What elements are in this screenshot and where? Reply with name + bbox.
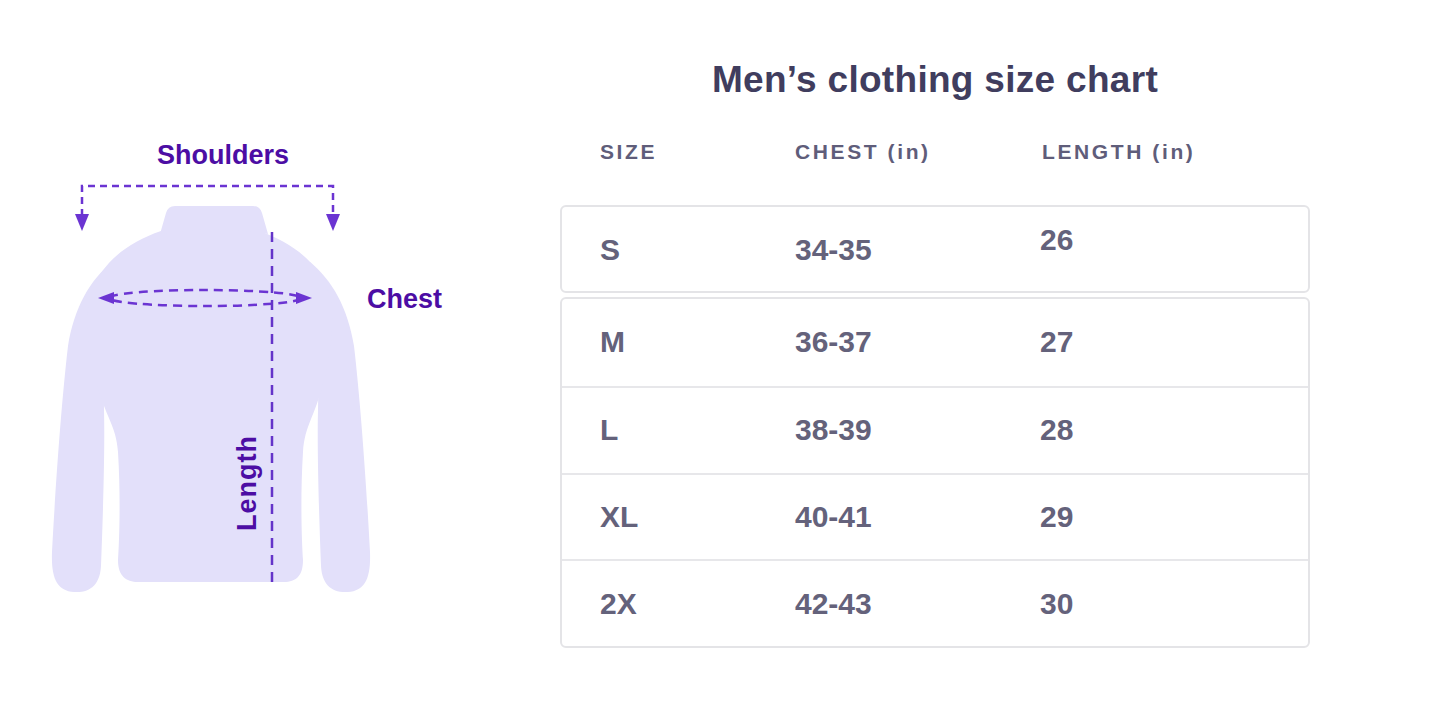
shirt-body <box>88 225 333 582</box>
shirt-silhouette <box>52 206 370 592</box>
size-cell: XL <box>600 475 638 560</box>
size-cell: S <box>600 207 620 293</box>
table-row: L 38-39 28 <box>562 386 1308 473</box>
shoulder-arrow-left-icon <box>75 214 89 231</box>
table-row-group-first: S 34-35 26 <box>560 205 1310 293</box>
size-cell: L <box>600 388 618 473</box>
shoulder-arrow-right-icon <box>326 214 340 231</box>
size-chart-page: Shoulders Chest Length Men’s clothing si… <box>0 0 1445 725</box>
length-cell: 28 <box>1040 388 1073 473</box>
chest-cell: 34-35 <box>795 207 872 293</box>
table-row: S 34-35 26 <box>562 207 1308 293</box>
table-row: XL 40-41 29 <box>562 473 1308 560</box>
table-row: M 36-37 27 <box>562 299 1308 386</box>
size-cell: M <box>600 299 625 386</box>
column-header-size: SIZE <box>600 140 657 164</box>
chest-label: Chest <box>367 286 442 313</box>
length-cell: 27 <box>1040 299 1073 386</box>
length-label: Length <box>234 435 261 531</box>
shirt-measurement-diagram: Shoulders Chest Length <box>0 0 520 725</box>
chest-cell: 38-39 <box>795 388 872 473</box>
chest-cell: 36-37 <box>795 299 872 386</box>
shoulders-label: Shoulders <box>149 142 297 169</box>
column-header-chest: CHEST (in) <box>795 140 931 164</box>
length-cell: 26 <box>1040 197 1073 283</box>
chest-cell: 42-43 <box>795 561 872 646</box>
length-cell: 30 <box>1040 561 1073 646</box>
page-title: Men’s clothing size chart <box>560 59 1310 101</box>
table-header-row: SIZE CHEST (in) LENGTH (in) <box>560 140 1310 166</box>
size-cell: 2X <box>600 561 637 646</box>
table-row-group: M 36-37 27 L 38-39 28 XL 40-41 29 2X 42-… <box>560 297 1310 648</box>
shirt-graphic <box>0 0 520 725</box>
column-header-length: LENGTH (in) <box>1042 140 1195 164</box>
table-row: 2X 42-43 30 <box>562 559 1308 646</box>
chest-cell: 40-41 <box>795 475 872 560</box>
length-cell: 29 <box>1040 475 1073 560</box>
